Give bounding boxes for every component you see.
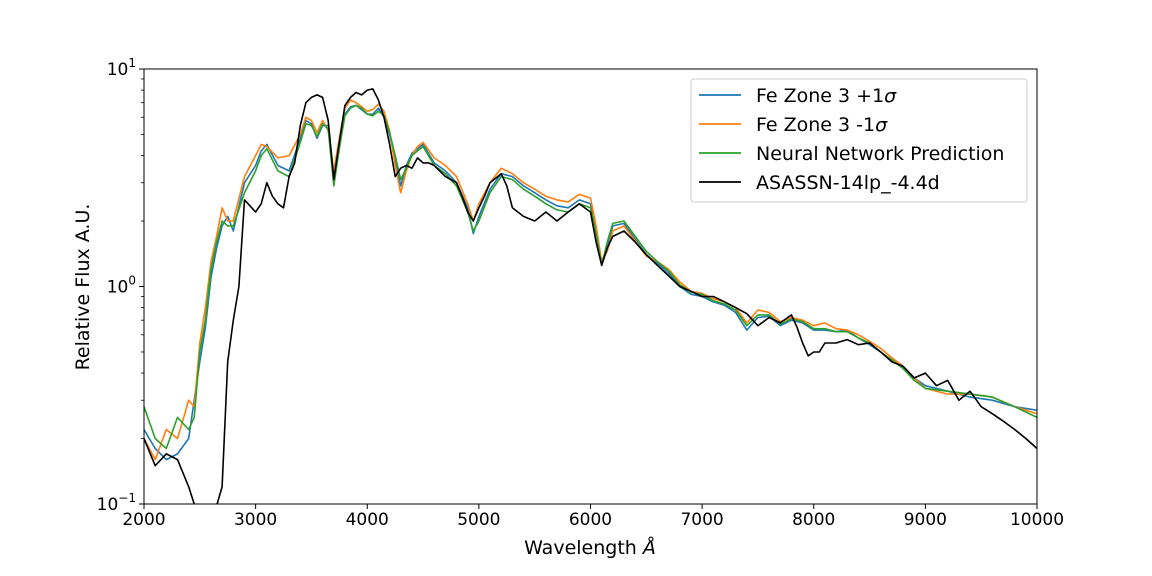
y-tick-label: 101 — [107, 56, 136, 80]
x-tick-label: 8000 — [792, 510, 835, 530]
x-tick-label: 5000 — [457, 510, 500, 530]
x-tick-label: 6000 — [569, 510, 612, 530]
y-axis-label: Relative Flux A.U. — [72, 204, 94, 371]
series-layer — [144, 88, 1037, 504]
legend-label: ASASSN-14lp_-4.4d — [756, 172, 940, 194]
legend-label: Fe Zone 3 +1σ — [756, 85, 897, 107]
legend-label: Fe Zone 3 -1σ — [756, 114, 888, 136]
legend: Fe Zone 3 +1σ Fe Zone 3 -1σ Neural Network… — [690, 78, 1028, 203]
series-line-3 — [144, 104, 1037, 450]
y-axis: 101 100 10−1 — [97, 56, 144, 515]
x-tick-label: 9000 — [904, 510, 947, 530]
x-tick-label: 7000 — [680, 510, 723, 530]
series-line-2 — [144, 99, 1037, 461]
x-tick-label: 10000 — [1010, 510, 1064, 530]
y-tick-label: 100 — [107, 274, 136, 298]
y-tick-label: 10−1 — [97, 491, 136, 515]
x-axis: 2000 3000 4000 5000 6000 7000 8000 9000 10000 — [122, 504, 1064, 530]
legend-frame — [690, 78, 1028, 203]
x-tick-label: 3000 — [234, 510, 277, 530]
x-tick-label: 2000 — [122, 510, 165, 530]
x-tick-label: 4000 — [346, 510, 389, 530]
series-line-4 — [144, 88, 1037, 504]
legend-label: Neural Network Prediction — [756, 143, 1004, 165]
x-axis-label: Wavelength Å — [524, 536, 656, 559]
